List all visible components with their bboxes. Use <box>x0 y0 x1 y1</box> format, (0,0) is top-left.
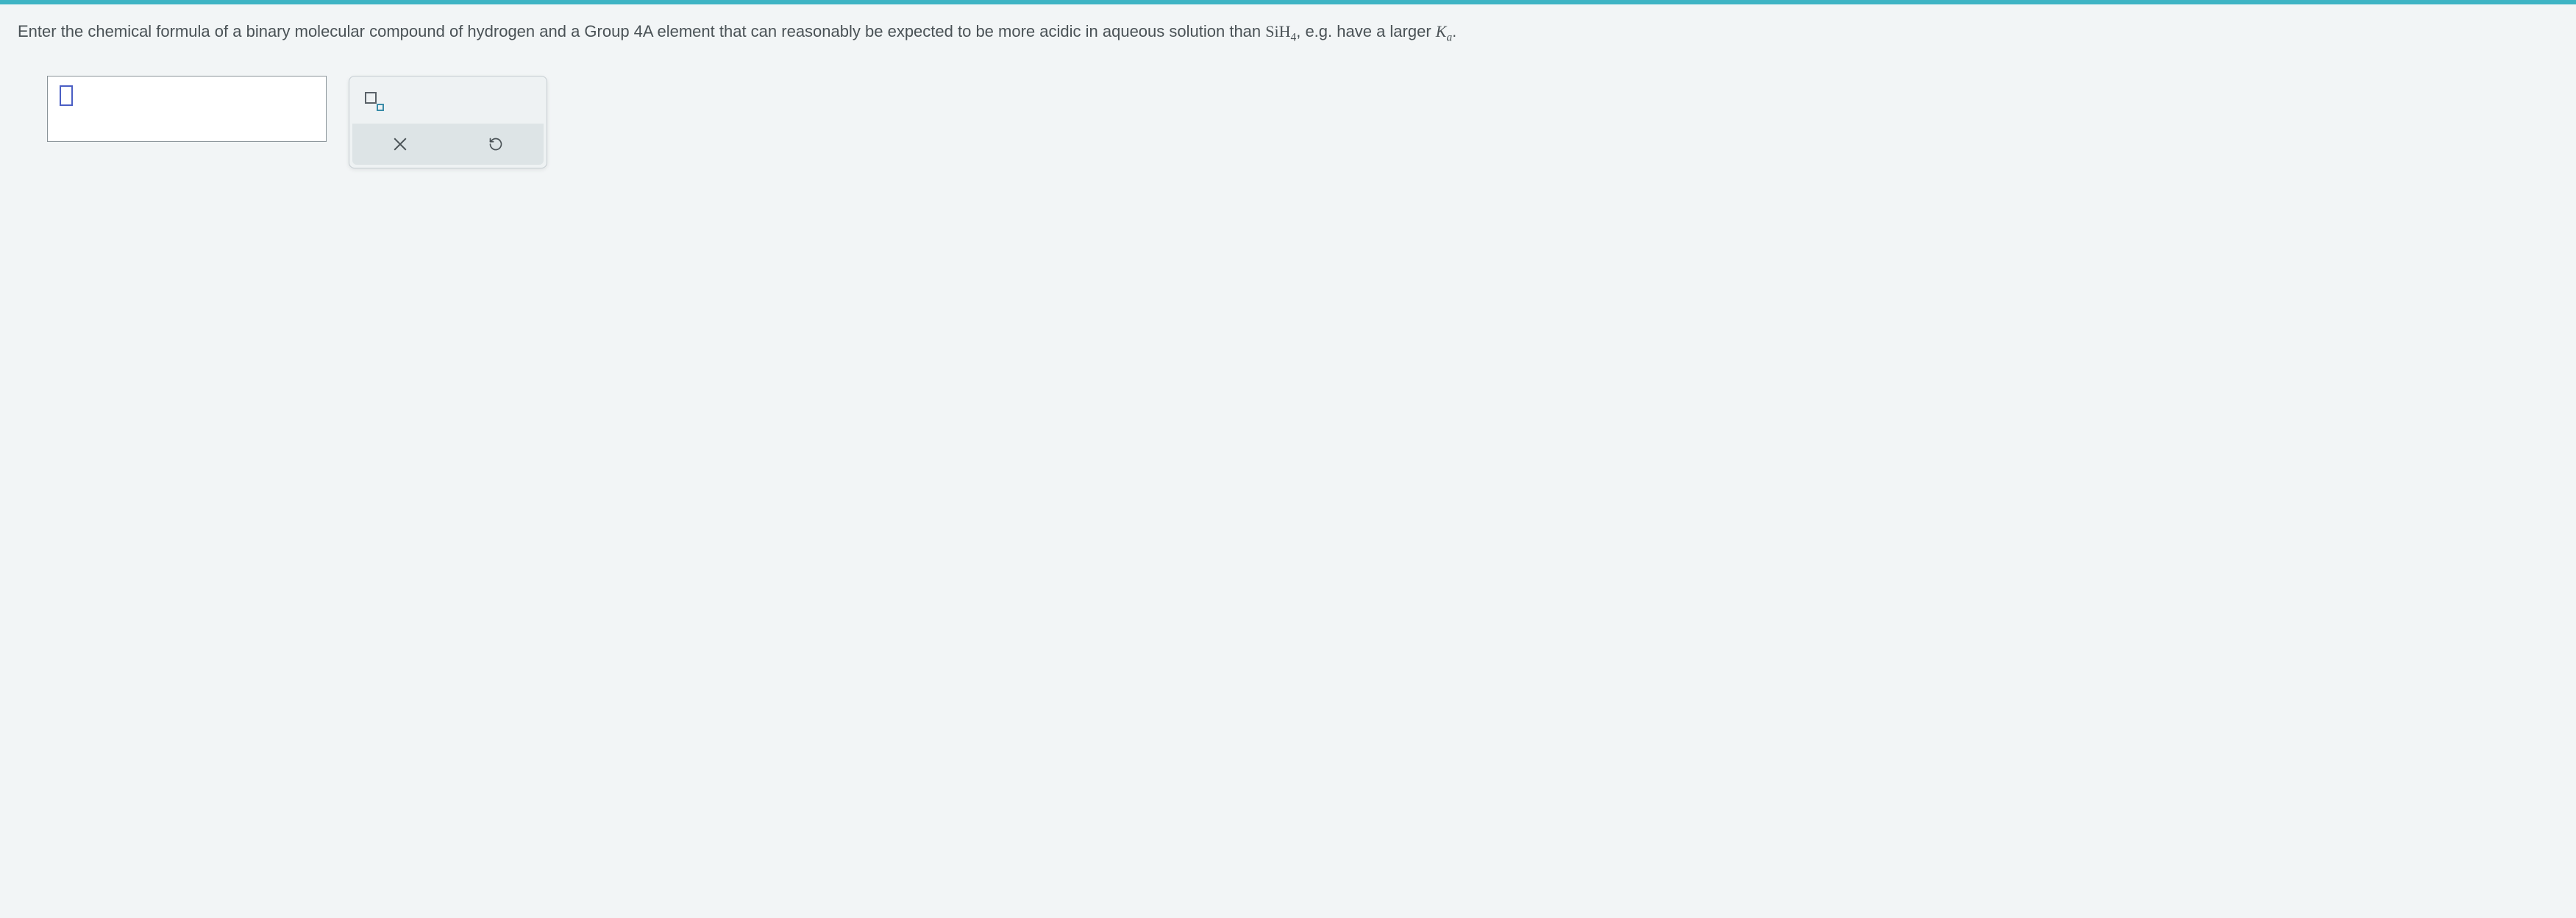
input-cursor <box>60 85 73 106</box>
x-icon <box>394 138 407 151</box>
clear-button[interactable] <box>352 124 448 165</box>
question-part2: , e.g. have a larger <box>1296 22 1436 40</box>
question-text: Enter the chemical formula of a binary m… <box>18 19 2558 46</box>
content-area: Enter the chemical formula of a binary m… <box>0 4 2576 183</box>
answer-input[interactable] <box>47 76 327 142</box>
ka-symbol: Ka <box>1436 22 1452 40</box>
reset-icon <box>488 137 503 152</box>
tools-top-row <box>352 79 544 124</box>
subscript-tool-button[interactable] <box>360 87 389 116</box>
subscript-icon <box>365 92 384 111</box>
question-part1: Enter the chemical formula of a binary m… <box>18 22 1265 40</box>
reference-compound: SiH4 <box>1265 22 1296 40</box>
tools-panel <box>349 76 547 168</box>
tools-bottom-row <box>352 124 544 165</box>
question-end: . <box>1452 22 1456 40</box>
reset-button[interactable] <box>448 124 544 165</box>
input-row <box>47 76 2558 168</box>
